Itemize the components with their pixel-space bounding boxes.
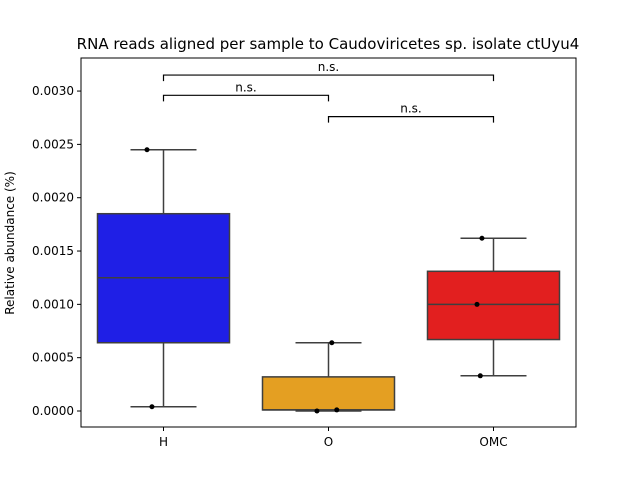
data-point-omc-7 bbox=[477, 373, 483, 379]
y-tick-label: 0.0025 bbox=[32, 137, 74, 151]
significance-label-o-omc: n.s. bbox=[400, 102, 422, 116]
box-group-omc bbox=[426, 237, 561, 377]
data-point-omc-5 bbox=[479, 235, 485, 241]
data-point-o-4 bbox=[334, 407, 340, 413]
y-tick-label: 0.0030 bbox=[32, 84, 74, 98]
y-tick-label: 0.0010 bbox=[32, 297, 74, 311]
plot-area: n.s. n.s. n.s. 0.0000 0.0005 0.0010 0.0015 0.00… bbox=[32, 57, 577, 449]
significance-label-h-o: n.s. bbox=[235, 80, 257, 94]
significance-label-h-omc: n.s. bbox=[318, 60, 340, 74]
chart-title: RNA reads aligned per sample to Caudovir… bbox=[77, 35, 580, 53]
significance-bracket-h-omc bbox=[162, 74, 495, 82]
data-point-o-3 bbox=[314, 408, 320, 414]
y-axis-label: Relative abundance (%) bbox=[3, 171, 17, 315]
significance-bracket-h-o bbox=[162, 94, 330, 102]
significance-bracket-o-omc bbox=[327, 116, 495, 123]
box-omc bbox=[426, 270, 561, 341]
data-point-omc-6 bbox=[474, 301, 480, 307]
y-tick-label: 0.0000 bbox=[32, 404, 74, 418]
x-tick-label-h: H bbox=[159, 435, 168, 449]
box-o bbox=[261, 376, 396, 411]
box-group-h bbox=[96, 148, 231, 408]
box-group-o bbox=[261, 341, 396, 412]
y-tick-label: 0.0020 bbox=[32, 191, 74, 205]
x-tick-label-o: O bbox=[324, 435, 333, 449]
y-tick-label: 0.0005 bbox=[32, 351, 74, 365]
y-tick-label: 0.0015 bbox=[32, 244, 74, 258]
data-point-o-2 bbox=[329, 340, 335, 346]
data-point-h-1 bbox=[149, 404, 155, 410]
data-point-h-0 bbox=[144, 147, 150, 153]
x-tick-label-omc: OMC bbox=[479, 435, 507, 449]
